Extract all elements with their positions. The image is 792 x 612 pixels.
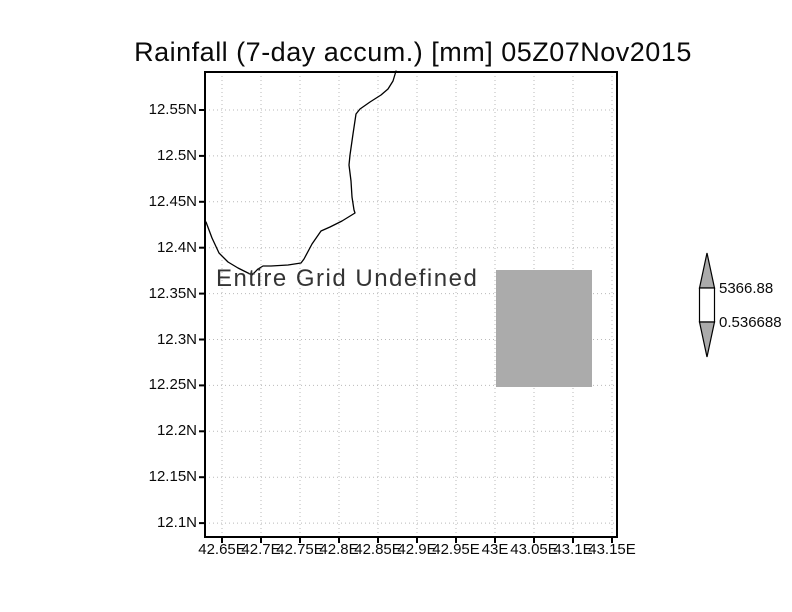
y-axis-label: 12.2N bbox=[156, 422, 197, 440]
colorbar bbox=[698, 252, 716, 358]
y-axis-label: 12.1N bbox=[156, 514, 197, 532]
coastline bbox=[205, 70, 397, 276]
x-axis-label: 43.05E bbox=[510, 541, 558, 558]
y-axis-label: 12.5N bbox=[156, 146, 197, 164]
x-axis-label: 43E bbox=[481, 541, 509, 558]
plot-frame bbox=[204, 71, 618, 538]
x-axis-label: 42.95E bbox=[432, 541, 480, 558]
y-axis-label: 12.4N bbox=[156, 238, 197, 256]
axis-ticks bbox=[199, 109, 613, 543]
x-axis-label: 43.1E bbox=[553, 541, 593, 558]
x-axis-label: 42.9E bbox=[397, 541, 437, 558]
x-axis-label: 42.65E bbox=[198, 541, 246, 558]
colorbar-max-label: 5366.88 bbox=[719, 280, 774, 297]
x-axis-label: 42.75E bbox=[276, 541, 324, 558]
plot-title: Rainfall (7-day accum.) [mm] 05Z07Nov201… bbox=[134, 37, 692, 67]
y-axis-label: 12.45N bbox=[148, 192, 197, 210]
colorbar-min-label: 0.536688 bbox=[719, 314, 782, 331]
y-axis-label: 12.25N bbox=[148, 376, 197, 394]
colorbar-upper-arrow bbox=[698, 252, 716, 289]
colorbar-mid-cell bbox=[698, 287, 716, 323]
x-axis-label: 43.15E bbox=[588, 541, 636, 558]
colorbar-lower-arrow bbox=[698, 321, 716, 358]
y-axis-label: 12.3N bbox=[156, 330, 197, 348]
undefined-grid-message: Entire Grid Undefined bbox=[216, 265, 479, 292]
x-axis-label: 42.7E bbox=[241, 541, 281, 558]
y-axis-label: 12.55N bbox=[148, 101, 197, 118]
shaded-grid-cell bbox=[496, 270, 592, 387]
x-axis-label: 42.8E bbox=[319, 541, 359, 558]
y-axis-label: 12.15N bbox=[148, 468, 197, 486]
y-axis-label: 12.35N bbox=[148, 284, 197, 302]
x-axis-label: 42.85E bbox=[354, 541, 402, 558]
